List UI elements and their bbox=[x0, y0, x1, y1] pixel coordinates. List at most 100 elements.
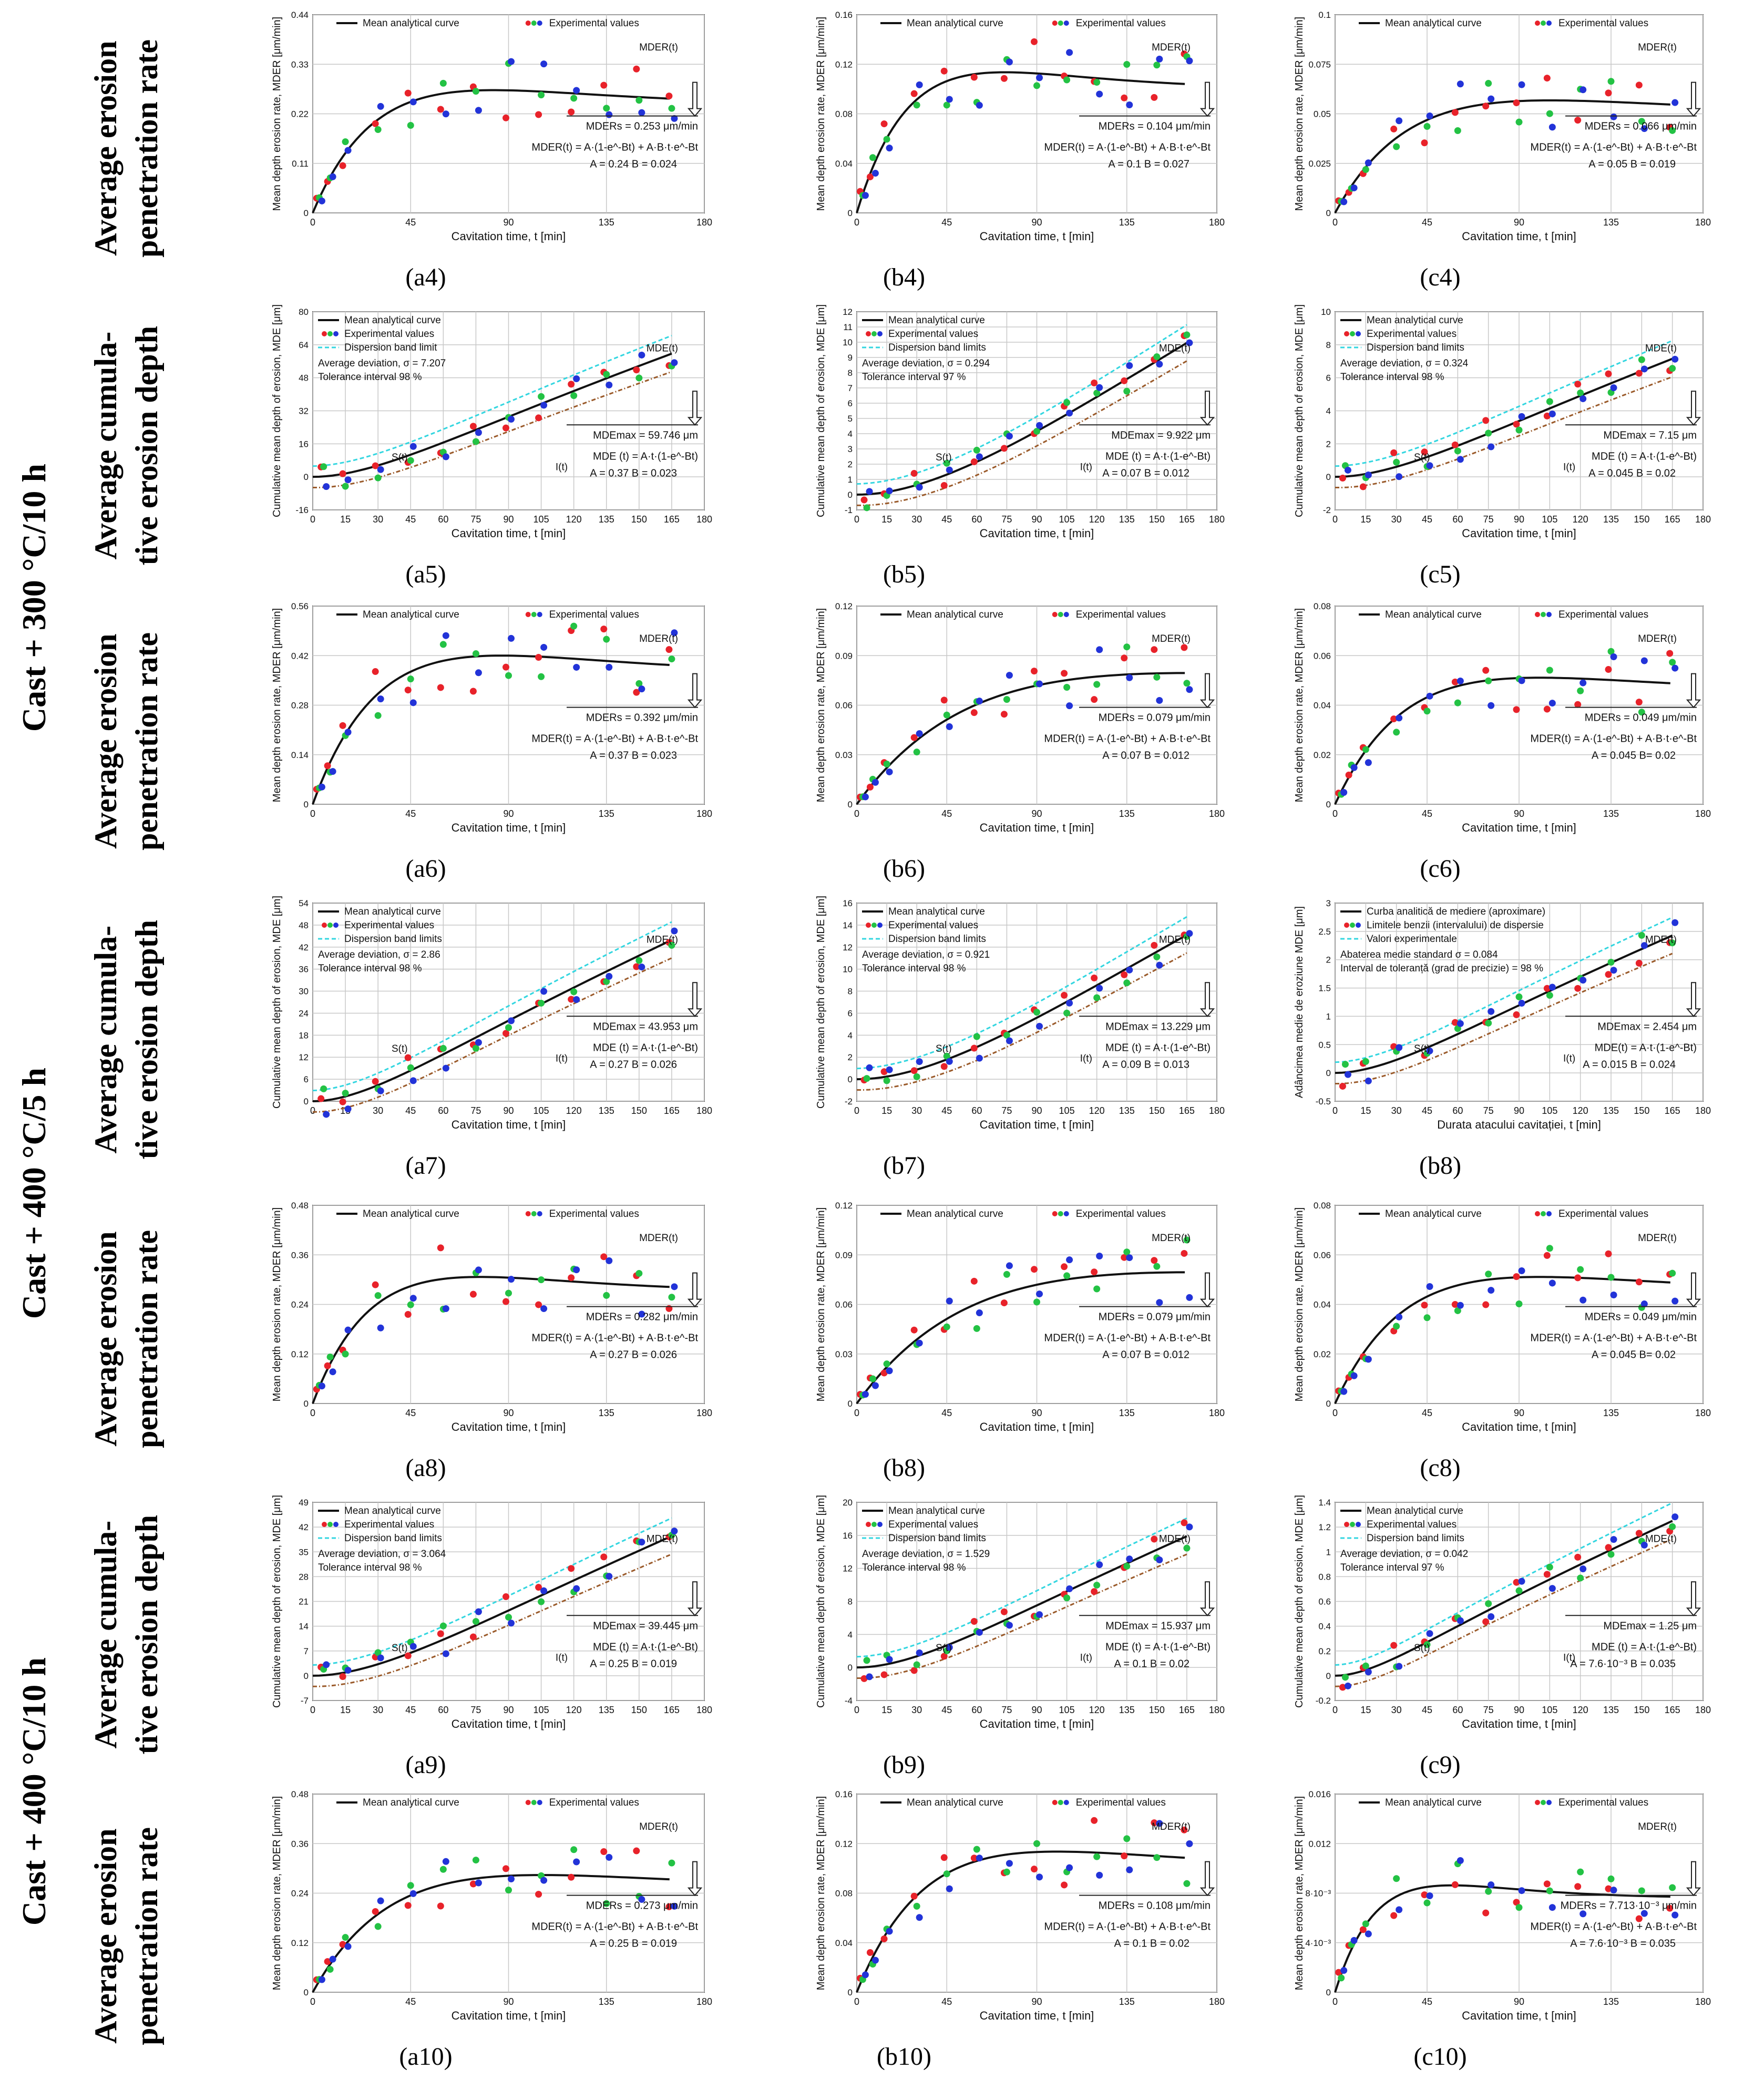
x-axis-label: Cavitation time, t [min] bbox=[980, 527, 1094, 540]
experimental-point bbox=[1350, 1372, 1358, 1379]
experimental-point bbox=[1123, 979, 1131, 987]
experimental-point bbox=[1635, 370, 1643, 377]
x-tick-label: 135 bbox=[1603, 217, 1619, 228]
experimental-point bbox=[538, 393, 545, 400]
x-tick-label: 0 bbox=[1332, 1105, 1338, 1116]
experimental-point bbox=[1635, 959, 1643, 967]
experimental-point bbox=[1421, 139, 1428, 147]
y-tick-label: 36 bbox=[299, 965, 309, 975]
y-tick-label: 12 bbox=[843, 307, 853, 317]
legend-dots bbox=[1058, 612, 1063, 617]
experimental-point bbox=[407, 1301, 414, 1308]
legend: Curba analitică de mediere (aproximare) L… bbox=[1340, 906, 1545, 945]
experimental-point bbox=[970, 74, 978, 81]
experimental-point bbox=[880, 1369, 888, 1377]
experimental-point bbox=[1344, 466, 1351, 474]
y-tick-label: 0 bbox=[848, 1074, 853, 1084]
experimental-point bbox=[475, 669, 482, 677]
y-tick-label: 0.4 bbox=[1318, 1622, 1331, 1632]
x-axis-label: Cavitation time, t [min] bbox=[980, 1717, 1094, 1730]
legend-dots bbox=[322, 1522, 327, 1527]
experimental-point bbox=[540, 1877, 548, 1884]
experimental-point bbox=[502, 114, 509, 121]
tolerance-interval: Interval de toleranță (grad de precizie)… bbox=[1340, 963, 1543, 974]
experimental-point bbox=[970, 1044, 978, 1052]
legend-dots bbox=[525, 612, 531, 617]
panel-caption: (a4) bbox=[405, 263, 446, 291]
model-equation: MDER(t) = A·(1-e^-Bt) + A·B·t·e^-Bt bbox=[1044, 1333, 1211, 1344]
legend-dots bbox=[1058, 1211, 1063, 1216]
panel-caption: (c4) bbox=[1420, 263, 1461, 291]
experimental-point bbox=[910, 1067, 918, 1074]
experimental-point bbox=[409, 1643, 417, 1650]
experimental-point bbox=[1638, 1887, 1645, 1894]
experimental-point bbox=[1181, 644, 1188, 651]
legend-entry: Mean analytical curve bbox=[363, 1208, 459, 1220]
x-tick-label: 135 bbox=[1119, 1996, 1135, 2007]
experimental-point bbox=[668, 655, 675, 663]
panel-caption: (c6) bbox=[1420, 855, 1461, 883]
experimental-point bbox=[886, 145, 893, 152]
experimental-point bbox=[1153, 353, 1161, 361]
x-tick-label: 30 bbox=[1391, 1105, 1402, 1116]
experimental-point bbox=[1061, 991, 1068, 999]
experimental-point bbox=[344, 1326, 352, 1334]
legend-entry: Mean analytical curve bbox=[1385, 18, 1482, 29]
experimental-point bbox=[910, 1667, 918, 1674]
upper-band-tag: S(t) bbox=[392, 1043, 408, 1054]
x-tick-label: 90 bbox=[1514, 217, 1524, 228]
experimental-point bbox=[1393, 143, 1400, 150]
experimental-point bbox=[472, 438, 479, 445]
legend-dots bbox=[877, 1522, 883, 1527]
x-tick-label: 30 bbox=[373, 514, 383, 525]
x-tick-label: 90 bbox=[1514, 1996, 1524, 2007]
legend-dots bbox=[525, 1211, 531, 1216]
experimental-point bbox=[409, 1890, 417, 1897]
experimental-point bbox=[442, 110, 449, 118]
experimental-point bbox=[943, 101, 950, 109]
x-tick-label: 45 bbox=[941, 1705, 952, 1715]
model-parameters: A = 0.07 B = 0.012 bbox=[1102, 467, 1189, 479]
curve-tag: MDER(t) bbox=[1152, 633, 1191, 644]
y-tick-label: 0.33 bbox=[291, 59, 309, 69]
experimental-point bbox=[1513, 1273, 1520, 1280]
result-value: MDERs = 0.049 μm/min bbox=[1585, 712, 1697, 724]
y-tick-label: 8·10⁻³ bbox=[1305, 1889, 1331, 1899]
x-tick-label: 90 bbox=[503, 1408, 514, 1418]
x-tick-label: 90 bbox=[1514, 1408, 1524, 1418]
experimental-point bbox=[1638, 931, 1645, 939]
experimental-point bbox=[1423, 1641, 1431, 1648]
experimental-point bbox=[407, 675, 414, 683]
experimental-point bbox=[1362, 746, 1369, 753]
experimental-point bbox=[671, 359, 678, 366]
average-deviation: Average deviation, σ = 7.207 bbox=[318, 358, 446, 369]
experimental-point bbox=[910, 470, 918, 477]
experimental-point bbox=[606, 381, 613, 388]
x-tick-label: 45 bbox=[1422, 514, 1432, 525]
y-tick-label: 80 bbox=[299, 307, 309, 317]
down-arrow-icon bbox=[1199, 982, 1215, 1017]
experimental-point bbox=[606, 1257, 613, 1264]
legend-dots bbox=[877, 331, 883, 336]
model-parameters: A = 0.07 B = 0.012 bbox=[1102, 1349, 1189, 1361]
experimental-point bbox=[1003, 1271, 1010, 1278]
experimental-point bbox=[344, 729, 352, 736]
x-tick-label: 120 bbox=[566, 1705, 582, 1715]
experimental-point bbox=[603, 1900, 610, 1907]
experimental-point bbox=[1610, 1887, 1617, 1894]
analytical-curve bbox=[1335, 1520, 1673, 1677]
experimental-point bbox=[1123, 1248, 1131, 1256]
experimental-point bbox=[535, 654, 542, 661]
experimental-point bbox=[1126, 1254, 1133, 1262]
experimental-point bbox=[943, 1870, 950, 1878]
analytical-curve bbox=[1334, 677, 1670, 805]
y-tick-label: 0.08 bbox=[835, 1889, 853, 1899]
down-arrow-icon bbox=[687, 81, 703, 117]
y-tick-label: 12 bbox=[843, 942, 853, 952]
legend-dots bbox=[1546, 1800, 1552, 1805]
y-tick-label: 0.24 bbox=[291, 1889, 309, 1899]
experimental-point bbox=[946, 1297, 953, 1305]
experimental-point bbox=[538, 91, 545, 99]
experimental-point bbox=[342, 483, 349, 490]
experimental-point bbox=[910, 90, 918, 97]
